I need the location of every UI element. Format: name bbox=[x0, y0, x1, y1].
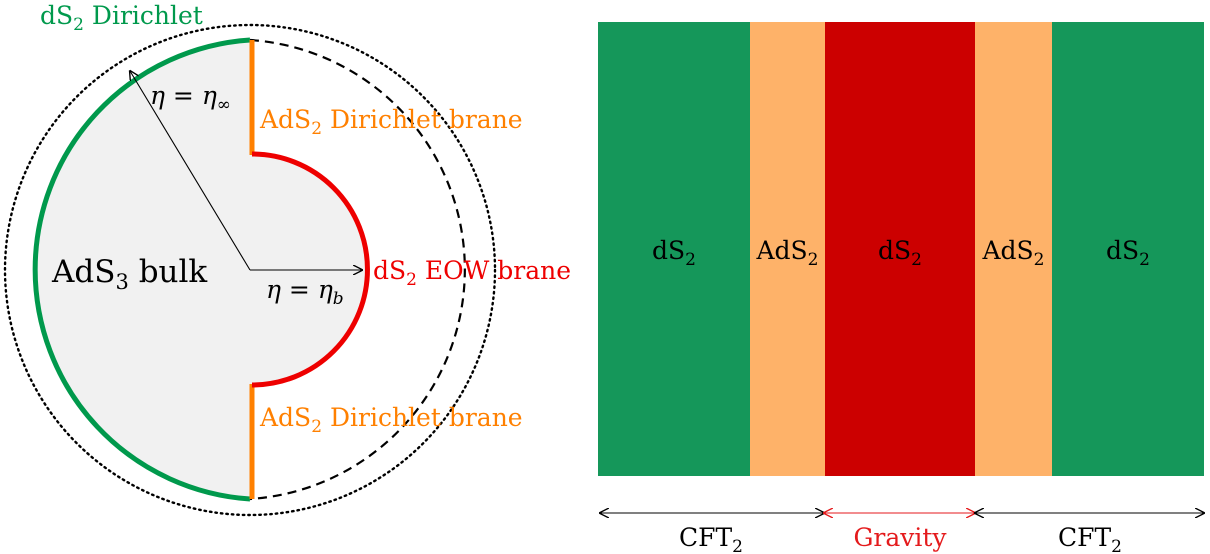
strip-label-5: dS2 bbox=[1106, 236, 1150, 270]
strip-4 bbox=[975, 22, 1052, 476]
eta-infinity-arrow bbox=[130, 71, 251, 271]
eta-infinity-label: η = η∞ bbox=[150, 81, 231, 115]
dashed-boundary-arc bbox=[249, 38, 466, 501]
strip-2 bbox=[750, 22, 825, 476]
strips-group: dS2 AdS2 dS2 AdS2 dS2 bbox=[598, 22, 1204, 476]
strip-label-2: AdS2 bbox=[755, 236, 818, 270]
strip-1 bbox=[598, 22, 750, 476]
ads3-bulk-region bbox=[35, 40, 366, 499]
strip-label-1: dS2 bbox=[652, 236, 696, 270]
right-diagram: dS2 AdS2 dS2 AdS2 dS2 CFT2 Gravity CFT2 bbox=[598, 22, 1204, 554]
bottom-labels-group: CFT2 Gravity CFT2 bbox=[679, 523, 1122, 554]
ads2-brane-top-label: AdS2 Dirichlet brane bbox=[259, 105, 523, 139]
bottom-label-1: CFT2 bbox=[679, 523, 743, 554]
strip-5 bbox=[1052, 22, 1204, 476]
eta-b-label: η = ηb bbox=[266, 275, 344, 309]
ads3-bulk-label: AdS3 bulk bbox=[51, 254, 207, 294]
ds2-dirichlet-arc bbox=[32, 37, 251, 502]
ds2-dirichlet-label: dS2 Dirichlet bbox=[40, 1, 203, 35]
strip-3 bbox=[825, 22, 975, 476]
left-diagram: dS2 Dirichlet η = η∞ AdS2 Dirichlet bran… bbox=[3, 1, 571, 517]
ads2-brane-bottom-label: AdS2 Dirichlet brane bbox=[259, 403, 523, 437]
bottom-label-2: Gravity bbox=[853, 523, 947, 552]
outer-dotted-circle bbox=[3, 23, 497, 517]
strip-label-4: AdS2 bbox=[981, 236, 1044, 270]
bottom-label-3: CFT2 bbox=[1058, 523, 1122, 554]
strip-label-3: dS2 bbox=[878, 236, 922, 270]
ds2-eow-brane-label: dS2 EOW brane bbox=[373, 256, 571, 290]
ds2-eow-brane-arc bbox=[251, 151, 370, 388]
